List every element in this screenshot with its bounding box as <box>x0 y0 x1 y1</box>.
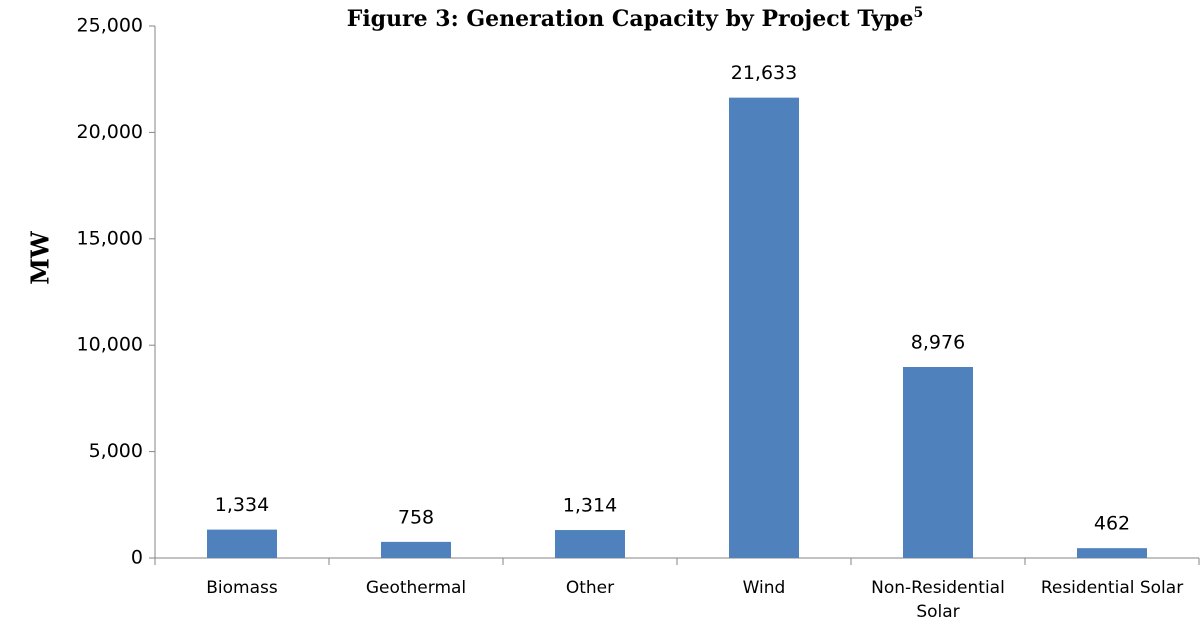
title-text: Figure 3: Generation Capacity by Project… <box>347 6 914 32</box>
bar <box>1077 548 1147 558</box>
value-label: 21,633 <box>731 62 797 84</box>
value-label: 758 <box>398 506 434 528</box>
value-label: 8,976 <box>911 331 965 353</box>
y-tick-label: 25,000 <box>77 15 143 37</box>
y-tick-label: 5,000 <box>89 440 143 462</box>
y-tick-label: 20,000 <box>77 121 143 143</box>
x-tick-label: Biomass <box>206 578 278 598</box>
x-tick-label: Geothermal <box>365 578 467 598</box>
value-label: 1,314 <box>563 495 617 517</box>
bar <box>207 529 277 558</box>
x-tick-label: Residential Solar <box>1040 578 1184 598</box>
y-tick-label: 15,000 <box>77 227 143 249</box>
x-tick-label: Non-Residential Solar <box>871 578 1005 622</box>
bar <box>903 366 973 558</box>
y-tick-label: 10,000 <box>77 334 143 356</box>
chart-title: Figure 3: Generation Capacity by Project… <box>347 5 924 32</box>
x-tick-label: Other <box>565 578 615 598</box>
value-label: 1,334 <box>215 494 269 516</box>
y-axis-label: MW <box>26 230 55 285</box>
bar <box>555 530 625 558</box>
bar <box>381 541 451 558</box>
title-superscript: 5 <box>914 5 924 21</box>
x-tick-label: Wind <box>742 578 786 598</box>
y-tick-label: 0 <box>131 547 143 569</box>
bar <box>729 97 799 559</box>
value-label: 462 <box>1094 513 1130 535</box>
